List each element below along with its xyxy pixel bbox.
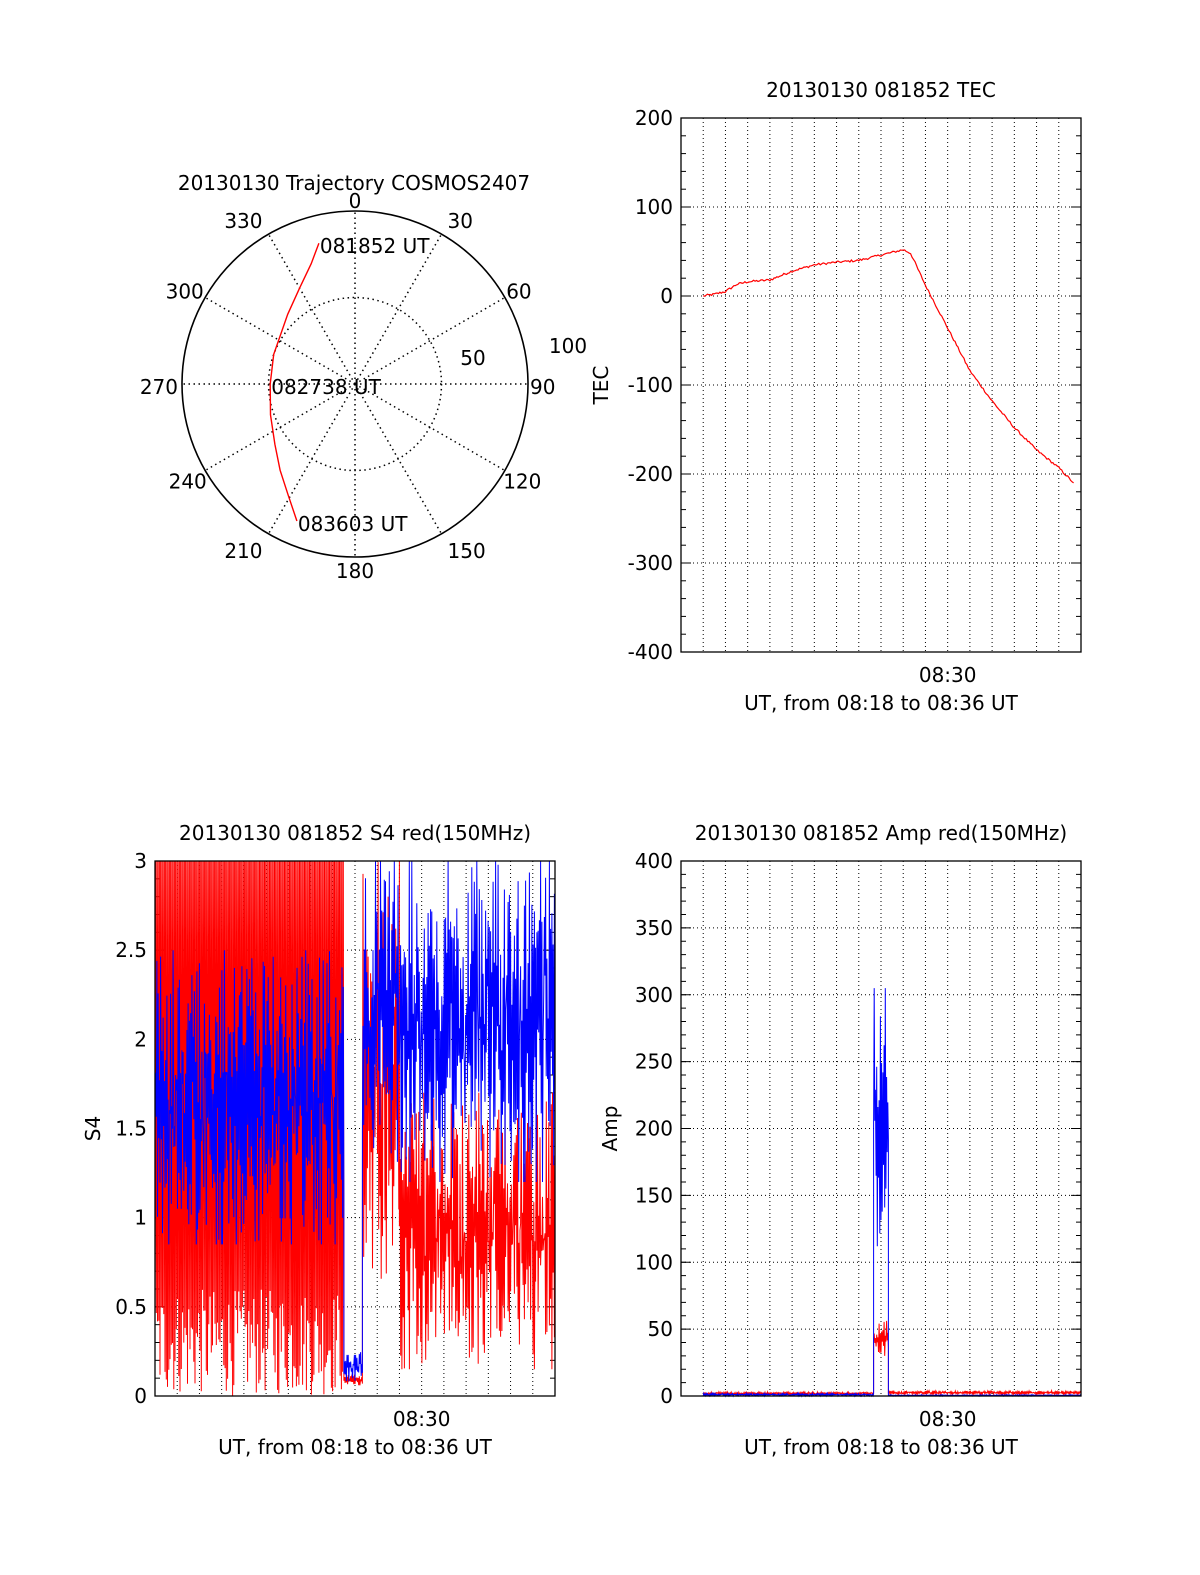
s4-ytick-label: 1 (134, 1206, 147, 1230)
tec-ytick-label: -200 (628, 462, 673, 486)
s4-ytick-label: 1.5 (115, 1117, 147, 1141)
tec-ytick-label: -100 (628, 373, 673, 397)
amp-series-blue (702, 988, 1082, 1398)
amp-ytick-label: 200 (635, 1117, 673, 1141)
s4-ylabel: S4 (81, 1116, 105, 1141)
s4-series-blue (154, 860, 556, 1382)
tec-ytick-label: 200 (635, 106, 673, 130)
trajectory-time-label: 081852 UT (320, 234, 430, 258)
amp-title: 20130130 081852 Amp red(150MHz) (695, 821, 1067, 845)
tec-ytick-label: 100 (635, 195, 673, 219)
polar-angle-label: 90 (530, 375, 555, 399)
tec-ytick-label: 0 (660, 284, 673, 308)
polar-angle-label: 120 (503, 470, 541, 494)
polar-spoke (354, 296, 506, 385)
s4-ytick-label: 3 (134, 849, 147, 873)
s4-xtick-label: 08:30 (393, 1407, 451, 1431)
amp-ytick-label: 300 (635, 983, 673, 1007)
amp-ytick-label: 250 (635, 1050, 673, 1074)
polar-radius-label: 100 (549, 334, 587, 358)
s4-xlabel: UT, from 08:18 to 08:36 UT (218, 1435, 493, 1459)
polar-spoke (267, 233, 356, 385)
amp-xtick-label: 08:30 (919, 1407, 977, 1431)
polar-angle-label: 330 (224, 209, 262, 233)
amp-plot-frame (680, 860, 1082, 1397)
s4-ytick-label: 0.5 (115, 1295, 147, 1319)
tec-ytick-label: -300 (628, 551, 673, 575)
amp-panel (680, 860, 1082, 1398)
polar-angle-label: 240 (169, 470, 207, 494)
tec-ylabel: TEC (589, 366, 613, 406)
s4-panel (154, 860, 556, 1397)
amp-ylabel: Amp (598, 1106, 622, 1152)
polar-radius-label: 50 (460, 346, 485, 370)
polar-circle-50 (267, 296, 443, 472)
tec-ytick-label: -400 (628, 640, 673, 664)
polar-angle-label: 0 (349, 189, 362, 213)
amp-ytick-label: 150 (635, 1183, 673, 1207)
polar-angle-label: 150 (448, 539, 486, 563)
tec-title: 20130130 081852 TEC (766, 78, 996, 102)
s4-title: 20130130 081852 S4 red(150MHz) (179, 821, 531, 845)
amp-ytick-label: 0 (660, 1384, 673, 1408)
polar-outer-circle (181, 210, 529, 558)
polar-angle-label: 180 (336, 559, 374, 583)
polar-spoke (354, 233, 443, 385)
tec-plot-frame (680, 117, 1082, 653)
polar-angle-label: 270 (140, 375, 178, 399)
tec-panel (680, 117, 1082, 653)
amp-ytick-label: 350 (635, 916, 673, 940)
amp-ytick-label: 400 (635, 849, 673, 873)
amp-series-red (702, 1320, 1082, 1397)
s4-ytick-label: 2.5 (115, 938, 147, 962)
tec-xtick-label: 08:30 (919, 663, 977, 687)
amp-xlabel: UT, from 08:18 to 08:36 UT (744, 1435, 1019, 1459)
trajectory-time-label: 082738 UT (271, 375, 381, 399)
polar-spoke (204, 296, 356, 385)
s4-ytick-label: 2 (134, 1027, 147, 1051)
polar-angle-label: 210 (224, 539, 262, 563)
tec-xlabel: UT, from 08:18 to 08:36 UT (744, 691, 1019, 715)
polar-angle-label: 60 (506, 280, 531, 304)
trajectory-time-label: 083603 UT (298, 512, 408, 536)
tec-series-red (702, 249, 1074, 484)
trajectory-line (269, 242, 320, 522)
polar-angle-label: 30 (448, 209, 473, 233)
amp-ytick-label: 100 (635, 1250, 673, 1274)
polar-angle-label: 300 (166, 280, 204, 304)
trajectory-title: 20130130 Trajectory COSMOS2407 (178, 171, 530, 195)
s4-ytick-label: 0 (134, 1384, 147, 1408)
amp-ytick-label: 50 (648, 1317, 673, 1341)
s4-series-red (154, 860, 556, 1396)
s4-plot-frame (154, 860, 556, 1397)
